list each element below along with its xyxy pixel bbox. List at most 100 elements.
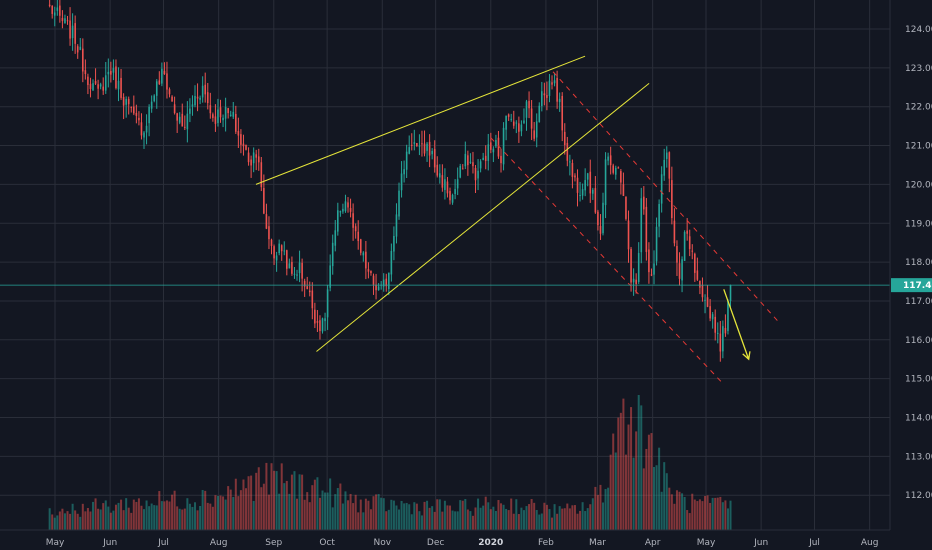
- candle-body: [66, 20, 69, 22]
- price-axis[interactable]: 124.000 123.000 122.000 121.000 120.000 119.0…: [905, 25, 932, 501]
- candle-body: [594, 188, 597, 213]
- candle-body: [314, 309, 316, 324]
- candle-body: [255, 154, 258, 158]
- candle-body: [637, 253, 640, 282]
- volume-bar: [390, 499, 393, 530]
- volume-bar: [658, 447, 661, 530]
- volume-bar: [285, 480, 288, 530]
- volume-bar: [260, 487, 263, 530]
- candle-body: [433, 149, 436, 168]
- volume-bar: [530, 499, 533, 530]
- candle-body: [117, 80, 120, 90]
- volume-bar: [461, 500, 464, 530]
- candle-body: [237, 131, 240, 136]
- candle-body: [273, 246, 275, 259]
- wedge-lower-trendline[interactable]: [316, 83, 650, 352]
- candle-body: [548, 80, 551, 96]
- candle-body: [176, 113, 178, 121]
- volume-bar: [612, 433, 615, 530]
- drawing-layer[interactable]: [0, 55, 890, 383]
- volume-bar: [132, 499, 135, 530]
- candle-body: [247, 152, 250, 163]
- candle-body: [650, 274, 653, 276]
- volume-bar: [660, 491, 663, 530]
- x-tick-label: May: [697, 538, 716, 548]
- volume-bar: [239, 490, 242, 530]
- volume-bar: [668, 487, 671, 530]
- y-tick-label: 120.000: [905, 180, 932, 190]
- volume-bar: [267, 494, 270, 530]
- candle-body: [112, 68, 115, 73]
- volume-bar: [525, 506, 528, 530]
- volume-bar: [135, 501, 138, 530]
- candle-body: [53, 12, 56, 16]
- volume-bar: [364, 498, 367, 530]
- volume-bar: [573, 505, 576, 530]
- volume-bar: [74, 510, 77, 530]
- volume-bar: [377, 494, 380, 530]
- volume-bar: [66, 511, 69, 530]
- candle-body: [301, 262, 303, 279]
- volume-bar: [140, 505, 143, 530]
- candle-body: [48, 4, 51, 6]
- x-tick-label: Feb: [538, 538, 554, 548]
- candle-body: [140, 122, 143, 136]
- volume-bar: [316, 477, 319, 530]
- volume-bar: [714, 497, 717, 530]
- candle-body: [331, 242, 334, 267]
- candle-body: [441, 175, 444, 188]
- volume-bar: [581, 502, 584, 530]
- x-tick-label: Apr: [645, 538, 661, 548]
- volume-bar: [698, 499, 701, 530]
- candle-body: [484, 155, 487, 161]
- candle-body: [372, 275, 375, 285]
- volume-bar: [150, 503, 153, 530]
- volume-bar: [234, 478, 237, 530]
- candle-body: [102, 86, 105, 91]
- candle-body: [643, 196, 645, 210]
- candle-body: [303, 280, 306, 287]
- candle-body: [171, 96, 173, 102]
- volume-bar: [729, 500, 732, 530]
- projection-arrow-line[interactable]: [723, 289, 750, 360]
- channel-upper-line[interactable]: [552, 71, 782, 325]
- candle-body: [546, 95, 548, 98]
- channel-lower-line[interactable]: [490, 137, 723, 383]
- candle-body: [138, 117, 140, 121]
- volume-bar: [596, 494, 599, 530]
- candle-body: [541, 91, 543, 107]
- volume-bar: [591, 498, 594, 530]
- candle-body: [617, 167, 620, 169]
- volume-bar: [492, 506, 495, 530]
- candle-body: [459, 165, 462, 178]
- volume-bar: [53, 517, 56, 530]
- candle-body: [245, 144, 247, 150]
- time-axis[interactable]: May Jun Jul Aug Sep Oct Nov Dec 2020 Feb Mar Apr May…: [46, 538, 879, 548]
- volume-bar: [510, 498, 513, 530]
- volume-bar: [469, 511, 472, 530]
- volume-bar: [556, 513, 559, 530]
- candle-body: [390, 250, 393, 275]
- volume-bar: [624, 454, 627, 530]
- wedge-upper-trendline[interactable]: [255, 55, 586, 185]
- volume-bar: [216, 495, 219, 530]
- volume-bar: [227, 486, 230, 530]
- volume-bar: [283, 483, 286, 530]
- volume-bar: [293, 471, 296, 530]
- x-tick-label: Jul: [808, 538, 820, 548]
- volume-bar: [273, 470, 276, 530]
- volume-bar: [191, 506, 194, 530]
- volume-bar: [250, 475, 253, 530]
- volume-bar: [382, 498, 385, 530]
- volume-bar: [497, 500, 500, 530]
- volume-bar: [609, 454, 612, 530]
- candle-body: [571, 162, 574, 177]
- candle-body: [349, 208, 352, 212]
- projection-arrow-head[interactable]: [742, 351, 751, 361]
- candle-body: [196, 96, 199, 99]
- candle-body: [337, 210, 339, 232]
- candle-body: [461, 168, 464, 170]
- volume-bar: [395, 505, 398, 530]
- candle-body: [446, 181, 449, 194]
